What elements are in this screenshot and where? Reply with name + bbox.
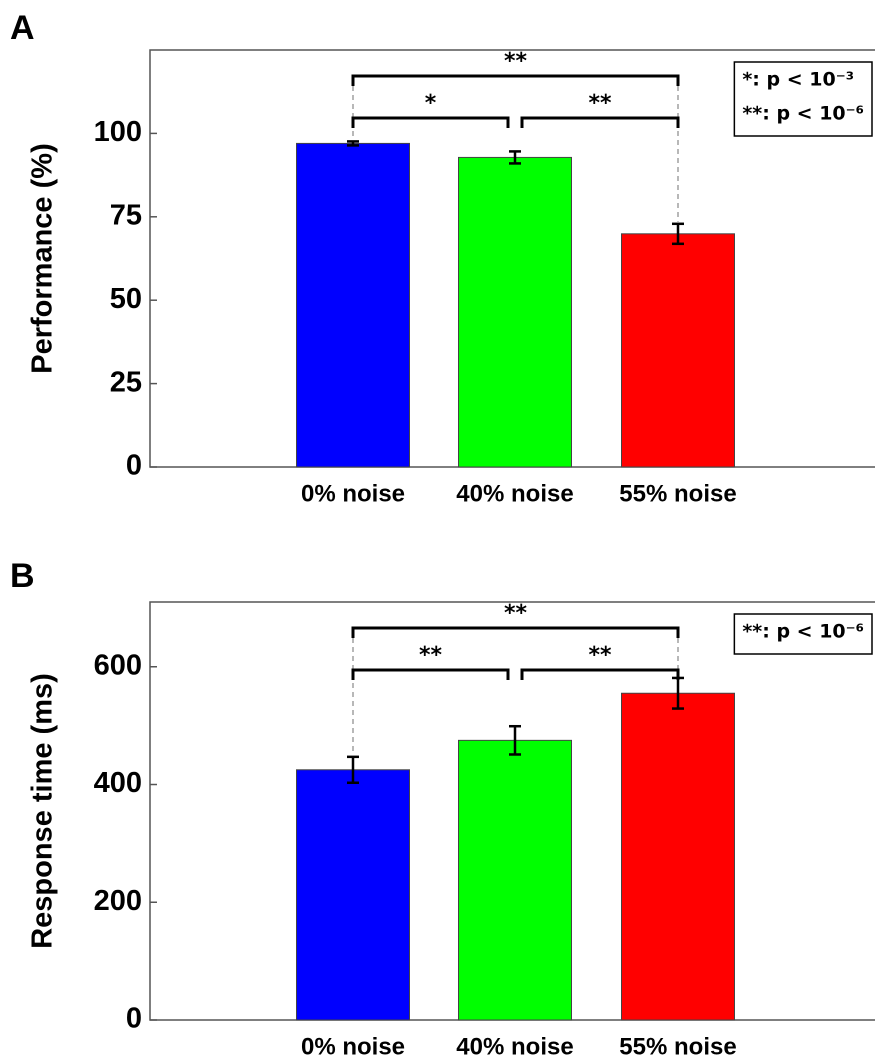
legend-entry: *: p < 10⁻³ — [742, 69, 854, 91]
y-tick-label: 400 — [94, 767, 142, 799]
panel-label: A — [10, 9, 35, 47]
error-bar — [347, 755, 359, 784]
significance-bracket — [351, 116, 510, 128]
error-bar — [509, 150, 521, 165]
bar — [296, 142, 410, 468]
bar — [296, 769, 410, 1021]
error-bar — [347, 140, 359, 147]
significance-label: ** — [588, 91, 612, 116]
y-tick-label: 75 — [110, 199, 142, 231]
significance-bracket — [351, 74, 680, 86]
x-tick-label: 55% noise — [619, 1033, 736, 1060]
significance-label: * — [425, 91, 437, 116]
significance-label: ** — [419, 643, 443, 668]
legend-box — [733, 613, 873, 655]
significance-label: ** — [504, 49, 528, 74]
y-tick-label: 100 — [94, 116, 142, 148]
legend-entry: **: p < 10⁻⁶ — [742, 621, 864, 643]
legend: **: p < 10⁻⁶ — [733, 613, 873, 655]
y-tick-label: 200 — [94, 885, 142, 917]
bar — [621, 692, 735, 1021]
significance-bracket — [520, 668, 680, 680]
y-axis-label: Performance (%) — [27, 143, 59, 373]
y-axis-label: Response time (ms) — [27, 673, 59, 949]
x-tick-label: 0% noise — [301, 480, 405, 507]
significance-label: ** — [588, 643, 612, 668]
significance-bracket — [520, 116, 680, 128]
error-bar — [509, 724, 521, 756]
y-tick-label: 0 — [126, 1003, 142, 1035]
x-tick-label: 40% noise — [456, 1033, 573, 1060]
legend-entry: **: p < 10⁻⁶ — [742, 103, 864, 125]
panel-label: B — [10, 557, 35, 595]
legend-box — [733, 61, 873, 137]
y-tick-label: 25 — [110, 366, 142, 398]
error-bar — [672, 222, 684, 246]
x-tick-label: 55% noise — [619, 480, 736, 507]
y-tick-label: 0 — [126, 450, 142, 482]
x-tick-label: 40% noise — [456, 480, 573, 507]
significance-bracket — [351, 668, 510, 680]
y-tick-label: 50 — [110, 283, 142, 315]
legend: *: p < 10⁻³ **: p < 10⁻⁶ — [733, 61, 873, 137]
y-tick-label: 600 — [94, 649, 142, 681]
bar — [458, 156, 572, 468]
significance-bracket — [351, 626, 680, 638]
significance-label: ** — [504, 601, 528, 626]
bar — [458, 739, 572, 1021]
bar — [621, 233, 735, 468]
x-tick-label: 0% noise — [301, 1033, 405, 1060]
